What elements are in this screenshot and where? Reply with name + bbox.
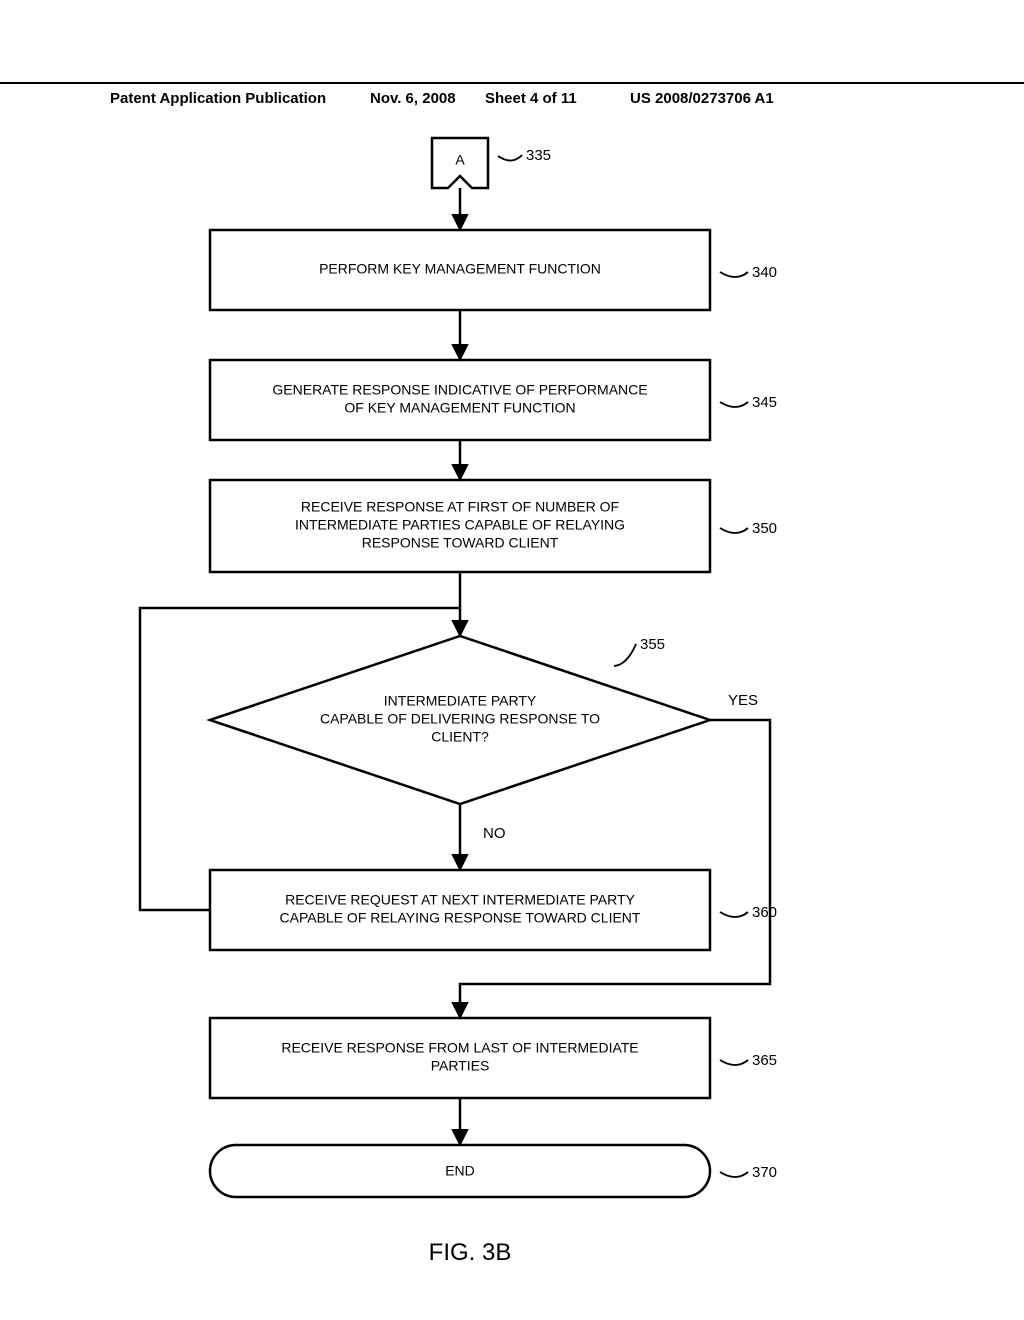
flow-box-text: INTERMEDIATE PARTIES CAPABLE OF RELAYING: [295, 517, 625, 533]
flow-box-text: RECEIVE RESPONSE AT FIRST OF NUMBER OF: [301, 499, 619, 515]
ref-number: 365: [752, 1052, 777, 1069]
flowchart: A PERFORM KEY MANAGEMENT FUNCTION GENERATE…: [0, 0, 1024, 1320]
flow-edge-label: YES: [728, 692, 758, 709]
figure-caption: FIG. 3B: [429, 1239, 512, 1266]
ref-number: 345: [752, 394, 777, 411]
ref-number: 350: [752, 520, 777, 537]
ref-leader: [720, 1060, 748, 1065]
ref-leader: [720, 912, 748, 917]
flow-box-text: PERFORM KEY MANAGEMENT FUNCTION: [319, 261, 601, 277]
flow-box-text: GENERATE RESPONSE INDICATIVE OF PERFORMA…: [272, 382, 647, 398]
flow-box-text: RECEIVE REQUEST AT NEXT INTERMEDIATE PAR…: [285, 892, 635, 908]
flow-decision-text: CAPABLE OF DELIVERING RESPONSE TO: [320, 711, 600, 727]
flow-decision-text: CLIENT?: [431, 729, 489, 745]
flow-box-text: OF KEY MANAGEMENT FUNCTION: [344, 400, 575, 416]
flow-box-text: CAPABLE OF RELAYING RESPONSE TOWARD CLIE…: [280, 910, 641, 926]
ref-leader: [720, 402, 748, 407]
ref-leader: [720, 528, 748, 533]
ref-leader: [720, 272, 748, 277]
flow-box-text: RESPONSE TOWARD CLIENT: [362, 535, 559, 551]
flow-box-text: PARTIES: [431, 1058, 490, 1074]
ref-leader: [720, 1172, 748, 1177]
ref-number: 360: [752, 904, 777, 921]
ref-number: 370: [752, 1164, 777, 1181]
flow-terminator-text: END: [445, 1163, 475, 1179]
flow-decision-text: INTERMEDIATE PARTY: [384, 693, 537, 709]
flow-box-text: RECEIVE RESPONSE FROM LAST OF INTERMEDIA…: [281, 1040, 638, 1056]
ref-number: 355: [640, 636, 665, 653]
ref-number: 340: [752, 264, 777, 281]
ref-number: 335: [526, 147, 551, 164]
ref-leader: [614, 644, 636, 666]
flow-connector-text: A: [455, 152, 465, 168]
flow-edge-label: NO: [483, 825, 506, 842]
page: Patent Application Publication Nov. 6, 2…: [0, 0, 1024, 1320]
ref-leader: [498, 155, 522, 161]
